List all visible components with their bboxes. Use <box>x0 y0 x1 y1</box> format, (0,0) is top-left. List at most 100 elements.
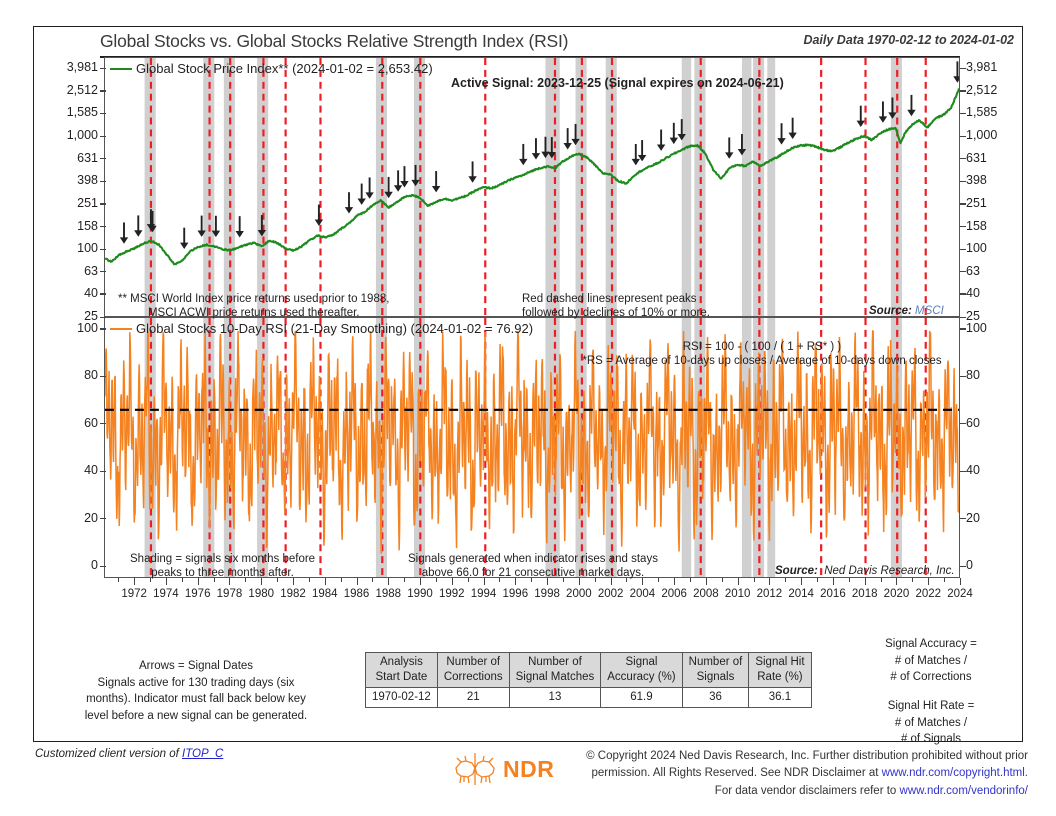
right-axis-tick-label: 40 <box>966 463 980 478</box>
shading-note-line2: peaks to three months after. <box>151 567 294 580</box>
price-footnote-line1: ** MSCI World Index price returns used p… <box>118 293 390 305</box>
rsi-formula-line2: *RS = Average of 10-days up closes / Ave… <box>582 355 942 368</box>
copyright-block: © Copyright 2024 Ned Davis Research, Inc… <box>576 748 1028 800</box>
x-axis-tick-label: 1972 <box>121 588 147 600</box>
axis-tick-mark <box>100 135 106 137</box>
price-plot-svg <box>105 58 959 316</box>
customized-prefix: Customized client version of <box>35 748 183 760</box>
left-axis-tick-label: 100 <box>77 320 98 335</box>
arrows-note-line4: level before a new signal can be generat… <box>84 710 308 723</box>
peaks-note-line1: Red dashed lines represent peaks <box>522 293 697 305</box>
copyright-url-1[interactable]: www.ndr.com/copyright.html. <box>881 767 1028 780</box>
axis-tick-mark <box>960 180 966 182</box>
axis-tick-mark <box>960 90 966 92</box>
axis-tick-mark <box>960 203 966 205</box>
copyright-line2-text: permission. All Rights Reserved. See NDR… <box>591 767 882 780</box>
signal-arrow-marker <box>547 137 556 159</box>
table-cell: 36.1 <box>748 686 812 708</box>
title-divider <box>100 56 960 58</box>
table-cell: 36 <box>681 686 750 708</box>
price-footnote: ** MSCI World Index price returns used p… <box>118 292 389 321</box>
table-cell: 21 <box>436 686 510 708</box>
table-header-cell: Number of Signals <box>681 652 750 688</box>
axis-tick-mark <box>100 470 106 472</box>
signals-note-line1: Signals generated when indicator rises a… <box>408 553 658 565</box>
axis-tick-mark <box>100 316 106 318</box>
axis-tick-mark <box>960 293 966 295</box>
signal-arrow-marker <box>856 105 865 128</box>
signal-arrow-marker <box>637 140 647 162</box>
price-legend: Global Stock Price Index** (2024-01-02 =… <box>110 61 433 76</box>
x-axis-tick-label: 1994 <box>470 588 497 600</box>
signal-arrow-marker <box>211 215 221 238</box>
rsi-line-series <box>105 330 959 554</box>
left-axis-tick-label: 80 <box>84 368 98 383</box>
rsi-source: Source: Ned Davis Research, Inc. <box>775 564 955 578</box>
itop-link[interactable]: ITOP_C <box>182 748 224 760</box>
right-axis-tick-label: 0 <box>966 558 973 573</box>
x-axis-tick-label: 1976 <box>184 588 211 600</box>
price-footnote-line2: MSCI ACWI price returns used thereafter. <box>147 307 360 320</box>
left-axis-tick-label: 3,981 <box>66 60 98 75</box>
peaks-note-line2: followed by declines of 10% or more. <box>522 307 710 320</box>
axis-tick-mark <box>960 112 966 115</box>
left-axis-tick-label: 100 <box>77 241 98 255</box>
accuracy-def-line2: # of Matches / <box>894 654 968 667</box>
right-axis-tick-label: 100 <box>966 320 987 335</box>
signal-shading-band <box>767 58 776 316</box>
rsi-formula: RSI = 100 - ( 100 / ( 1 + RS* ) ) *RS = … <box>572 340 952 369</box>
accuracy-definitions: Signal Accuracy = # of Matches / # of Co… <box>846 636 1016 748</box>
signal-shading-band <box>741 318 752 577</box>
copyright-url-2[interactable]: www.ndr.com/vendorinfo/ <box>899 784 1028 797</box>
right-axis-tick-label: 100 <box>966 241 987 255</box>
signal-shading-band <box>223 58 235 316</box>
x-axis-tick-label: 1988 <box>375 588 402 600</box>
price-source-label: Source: <box>869 305 912 317</box>
price-source: Source: MSCI <box>869 304 944 318</box>
x-axis-tick-label: 1996 <box>502 588 529 600</box>
daily-data-range: Daily Data 1970-02-12 to 2024-01-02 <box>803 33 1014 47</box>
arrows-note: Arrows = Signal Dates Signals active for… <box>46 658 346 725</box>
table-cell: 13 <box>508 686 602 708</box>
left-axis-tick-label: 60 <box>84 415 98 430</box>
left-axis-tick-label: 251 <box>77 195 98 210</box>
ndr-logo: NDR <box>452 752 554 786</box>
axis-tick-mark <box>100 248 106 250</box>
rsi-legend-swatch <box>110 327 132 330</box>
signal-arrow-marker <box>788 117 797 140</box>
signals-note-line2: above 66.0 for 21 consecutive market day… <box>421 567 645 580</box>
signal-arrow-marker <box>314 204 324 226</box>
table-header-cell: Number of Corrections <box>436 652 510 688</box>
axis-tick-mark <box>100 293 106 295</box>
arrows-note-line1: Arrows = Signal Dates <box>138 660 254 672</box>
axis-tick-mark <box>960 470 966 472</box>
active-signal-note: Active Signal: 2023-12-25 (Signal expire… <box>451 76 784 90</box>
signal-arrow-marker <box>400 166 409 188</box>
signal-arrow-marker <box>257 215 267 237</box>
x-axis-tick-label: 2024 <box>947 588 973 600</box>
signal-shading-band <box>753 318 765 577</box>
signal-shading-band <box>575 58 587 316</box>
left-axis-tick-label: 631 <box>77 150 98 165</box>
table-cell: 1970-02-12 <box>365 686 438 708</box>
signal-arrow-marker <box>411 164 420 187</box>
table-row: 1970-02-12 21 13 61.9 36 36.1 <box>365 686 812 708</box>
axis-tick-mark <box>100 423 106 425</box>
shading-note-line1: Shading = signals six months before <box>130 553 316 565</box>
x-axis-tick-label: 2016 <box>820 588 846 600</box>
axis-tick-mark <box>100 271 106 273</box>
signal-arrow-marker <box>888 97 897 119</box>
x-axis-tick-label: 2006 <box>661 588 687 600</box>
right-axis-tick-label: 1,000 <box>966 128 998 143</box>
axis-tick-mark <box>100 518 106 520</box>
signal-shading-band <box>144 58 156 316</box>
signal-arrow-marker <box>563 128 572 150</box>
x-axis-tick-label: 1978 <box>216 588 243 600</box>
signals-note: Signals generated when indicator rises a… <box>408 552 658 581</box>
left-axis-tick-label: 158 <box>77 218 98 233</box>
axis-tick-mark <box>960 226 966 228</box>
hitrate-def-line2: # of Matches / <box>894 716 968 729</box>
signal-shading-band <box>681 318 692 577</box>
x-axis-tick-label: 2004 <box>629 588 656 600</box>
signal-arrow-marker <box>393 170 403 192</box>
